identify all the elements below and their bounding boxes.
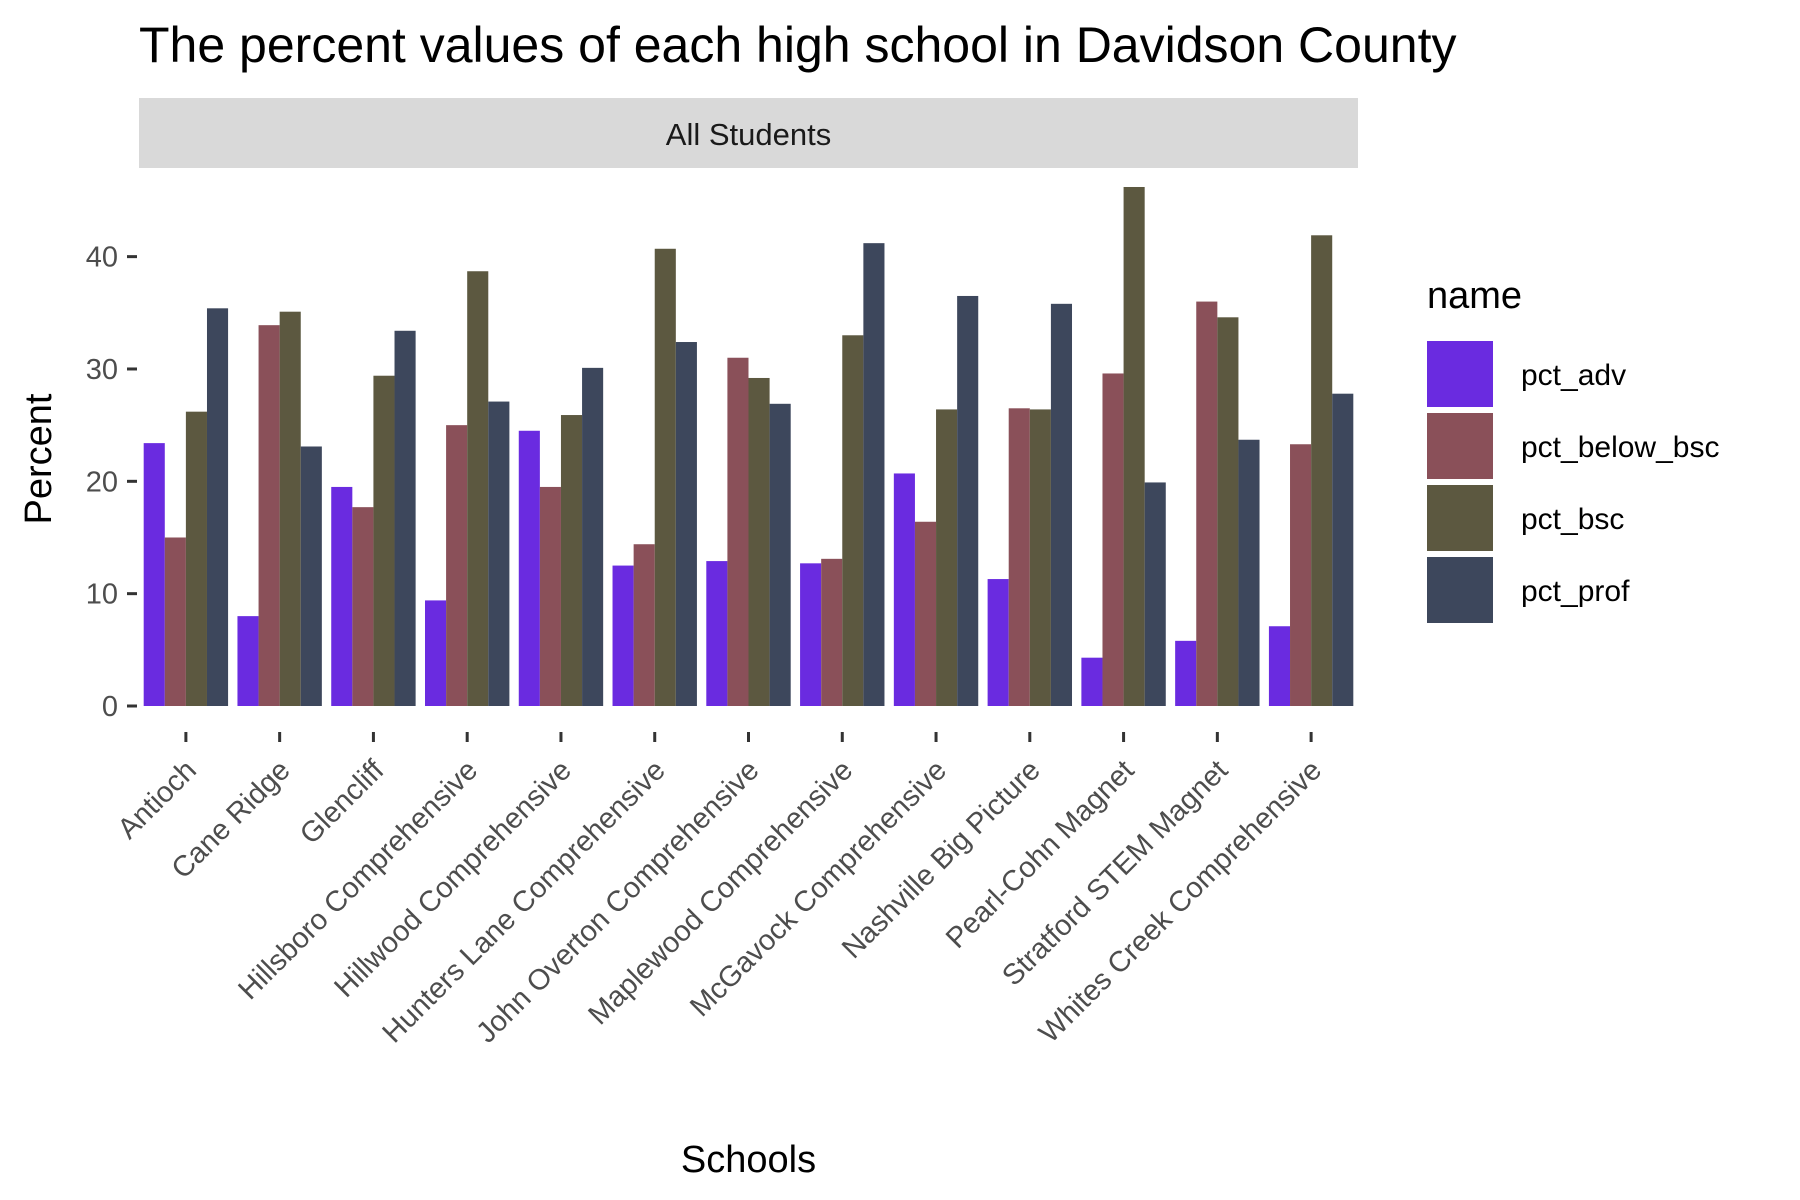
- legend-key-pct_adv: [1427, 341, 1493, 407]
- bar-pct_prof-6: [769, 403, 791, 706]
- bar-pct_below_bsc-4: [539, 486, 561, 706]
- bar-pct_bsc-4: [560, 415, 583, 706]
- bar-pct_below_bsc-1: [258, 325, 280, 706]
- bar-pct_prof-4: [582, 367, 604, 706]
- bar-pct_bsc-6: [748, 377, 770, 706]
- bar-pct_below_bsc-12: [1290, 444, 1312, 706]
- bar-pct_bsc-5: [654, 248, 676, 706]
- bar-pct_adv-12: [1268, 626, 1291, 706]
- facet-label: All Students: [666, 117, 831, 152]
- legend-key-pct_below_bsc: [1427, 413, 1493, 479]
- bar-pct_bsc-12: [1311, 235, 1333, 707]
- bar-pct_prof-5: [675, 342, 697, 706]
- y-tick-label: 0: [102, 691, 118, 723]
- legend-label-pct_adv: pct_adv: [1521, 359, 1626, 392]
- bar-pct_adv-8: [893, 473, 915, 706]
- x-tick-label: Antioch: [112, 754, 203, 845]
- bar-pct_bsc-7: [842, 335, 864, 706]
- bar-pct_below_bsc-2: [352, 507, 374, 706]
- bar-pct_bsc-11: [1217, 317, 1239, 706]
- y-tick-label: 10: [86, 579, 118, 611]
- bar-pct_adv-3: [425, 600, 447, 706]
- bar-pct_adv-7: [800, 563, 822, 706]
- bar-pct_below_bsc-9: [1008, 408, 1030, 706]
- bar-pct_prof-11: [1238, 439, 1260, 706]
- bar-pct_below_bsc-6: [727, 357, 749, 706]
- bar-pct_below_bsc-0: [164, 537, 186, 706]
- bar-pct_below_bsc-10: [1102, 373, 1124, 706]
- legend-title: name: [1427, 275, 1522, 317]
- bar-pct_prof-0: [206, 308, 229, 706]
- y-tick-label: 20: [86, 466, 118, 498]
- bar-pct_adv-11: [1175, 640, 1197, 706]
- bar-pct_bsc-8: [936, 409, 958, 706]
- bar-pct_bsc-9: [1029, 409, 1051, 706]
- y-axis: 0 10 20 30 40: [86, 242, 137, 723]
- legend-label-pct_bsc: pct_bsc: [1521, 503, 1624, 536]
- bar-pct_adv-2: [331, 486, 353, 706]
- y-axis-title: Percent: [18, 393, 60, 524]
- bar-pct_bsc-0: [185, 411, 207, 706]
- bar-pct_prof-12: [1332, 393, 1354, 706]
- facet-strip: [139, 98, 1358, 168]
- x-tick-label: Glencliff: [294, 754, 391, 851]
- bar-pct_below_bsc-3: [446, 425, 468, 706]
- bar-pct_bsc-1: [279, 311, 301, 706]
- chart-title: The percent values of each high school i…: [139, 17, 1456, 73]
- bar-pct_prof-7: [863, 243, 885, 706]
- bar-pct_adv-9: [987, 579, 1009, 706]
- bar-pct_prof-10: [1144, 482, 1166, 706]
- legend-label-pct_below_bsc: pct_below_bsc: [1521, 431, 1719, 464]
- bar-pct_adv-4: [518, 430, 540, 706]
- y-tick-label: 40: [86, 242, 118, 274]
- bar-pct_bsc-2: [373, 375, 395, 706]
- y-tick-label: 30: [86, 354, 118, 386]
- legend-label-pct_prof: pct_prof: [1521, 575, 1630, 608]
- legend-key-pct_prof: [1427, 557, 1493, 623]
- bar-pct_bsc-3: [467, 271, 489, 706]
- bar-pct_prof-8: [957, 295, 979, 706]
- bar-pct_bsc-10: [1123, 186, 1145, 707]
- x-axis-title: Schools: [681, 1139, 816, 1181]
- bars-layer: [143, 186, 1354, 707]
- legend: name pct_adv pct_below_bsc pct_bsc pct_prof: [1427, 275, 1719, 623]
- legend-key-pct_bsc: [1427, 485, 1493, 551]
- bar-pct_adv-10: [1081, 657, 1103, 706]
- bar-pct_prof-2: [394, 330, 416, 706]
- bar-pct_prof-1: [300, 446, 322, 706]
- bar-pct_adv-1: [237, 616, 259, 706]
- bar-pct_adv-0: [143, 443, 165, 706]
- bar-pct_below_bsc-11: [1196, 301, 1218, 706]
- bar-pct_prof-9: [1050, 303, 1073, 706]
- bar-pct_below_bsc-7: [821, 558, 843, 706]
- bar-pct_prof-3: [488, 401, 510, 706]
- bar-pct_adv-6: [706, 561, 728, 706]
- bar-pct_below_bsc-5: [633, 544, 655, 706]
- bar-pct_below_bsc-8: [914, 521, 937, 706]
- bar-pct_adv-5: [612, 565, 634, 706]
